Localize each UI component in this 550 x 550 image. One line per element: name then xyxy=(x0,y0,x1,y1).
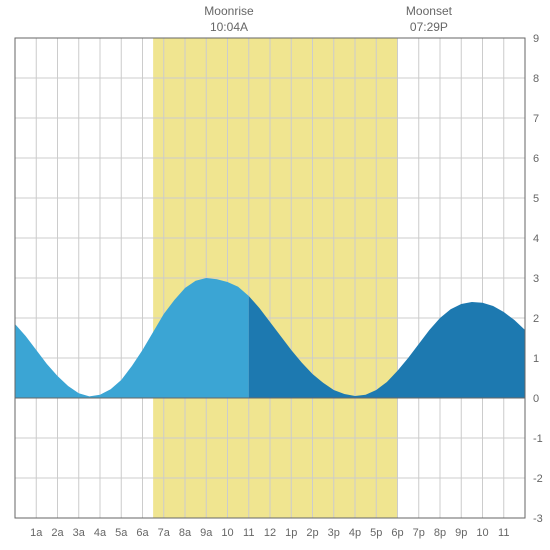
svg-text:1: 1 xyxy=(533,353,539,365)
svg-text:7p: 7p xyxy=(413,527,425,539)
svg-text:-1: -1 xyxy=(533,433,543,445)
svg-text:3a: 3a xyxy=(73,527,86,539)
svg-text:1p: 1p xyxy=(285,527,297,539)
svg-text:3p: 3p xyxy=(328,527,340,539)
svg-text:2: 2 xyxy=(533,313,539,325)
top-label-time: 07:29P xyxy=(406,20,452,36)
svg-text:11: 11 xyxy=(498,527,509,539)
svg-text:8a: 8a xyxy=(179,527,192,539)
top-label-time: 10:04A xyxy=(204,20,253,36)
x-axis-labels: 1a 2a 3a 4a 5a 6a 7a 8a 9a 10 11 12 1p 2p 3p 4p 5p 6p 7p 8p… xyxy=(30,527,509,539)
tide-chart: -3-2-101234567891a2a3a4a5a6a7a8a9a101112… xyxy=(0,0,550,550)
moonset-label: Moonset07:29P xyxy=(406,4,452,35)
svg-text:4: 4 xyxy=(533,233,539,245)
svg-text:6: 6 xyxy=(533,153,539,165)
svg-text:9: 9 xyxy=(533,33,539,45)
svg-text:7: 7 xyxy=(533,113,539,125)
svg-text:10: 10 xyxy=(476,527,488,539)
svg-text:9a: 9a xyxy=(200,527,213,539)
svg-text:6p: 6p xyxy=(391,527,403,539)
svg-text:4a: 4a xyxy=(94,527,107,539)
svg-text:3: 3 xyxy=(533,273,539,285)
svg-text:2p: 2p xyxy=(306,527,318,539)
svg-text:11: 11 xyxy=(243,527,254,539)
svg-text:5p: 5p xyxy=(370,527,382,539)
top-label-title: Moonset xyxy=(406,4,452,20)
moonrise-label: Moonrise10:04A xyxy=(204,4,253,35)
svg-text:5a: 5a xyxy=(115,527,128,539)
svg-text:12: 12 xyxy=(264,527,276,539)
svg-text:-2: -2 xyxy=(533,473,543,485)
svg-text:10: 10 xyxy=(221,527,233,539)
svg-text:8: 8 xyxy=(533,73,539,85)
svg-text:-3: -3 xyxy=(533,513,543,525)
svg-text:9p: 9p xyxy=(455,527,467,539)
svg-text:7a: 7a xyxy=(158,527,171,539)
top-label-title: Moonrise xyxy=(204,4,253,20)
svg-text:0: 0 xyxy=(533,393,539,405)
svg-text:6a: 6a xyxy=(136,527,149,539)
svg-text:2a: 2a xyxy=(51,527,64,539)
svg-text:5: 5 xyxy=(533,193,539,205)
svg-text:4p: 4p xyxy=(349,527,361,539)
svg-text:1a: 1a xyxy=(30,527,43,539)
svg-text:8p: 8p xyxy=(434,527,446,539)
